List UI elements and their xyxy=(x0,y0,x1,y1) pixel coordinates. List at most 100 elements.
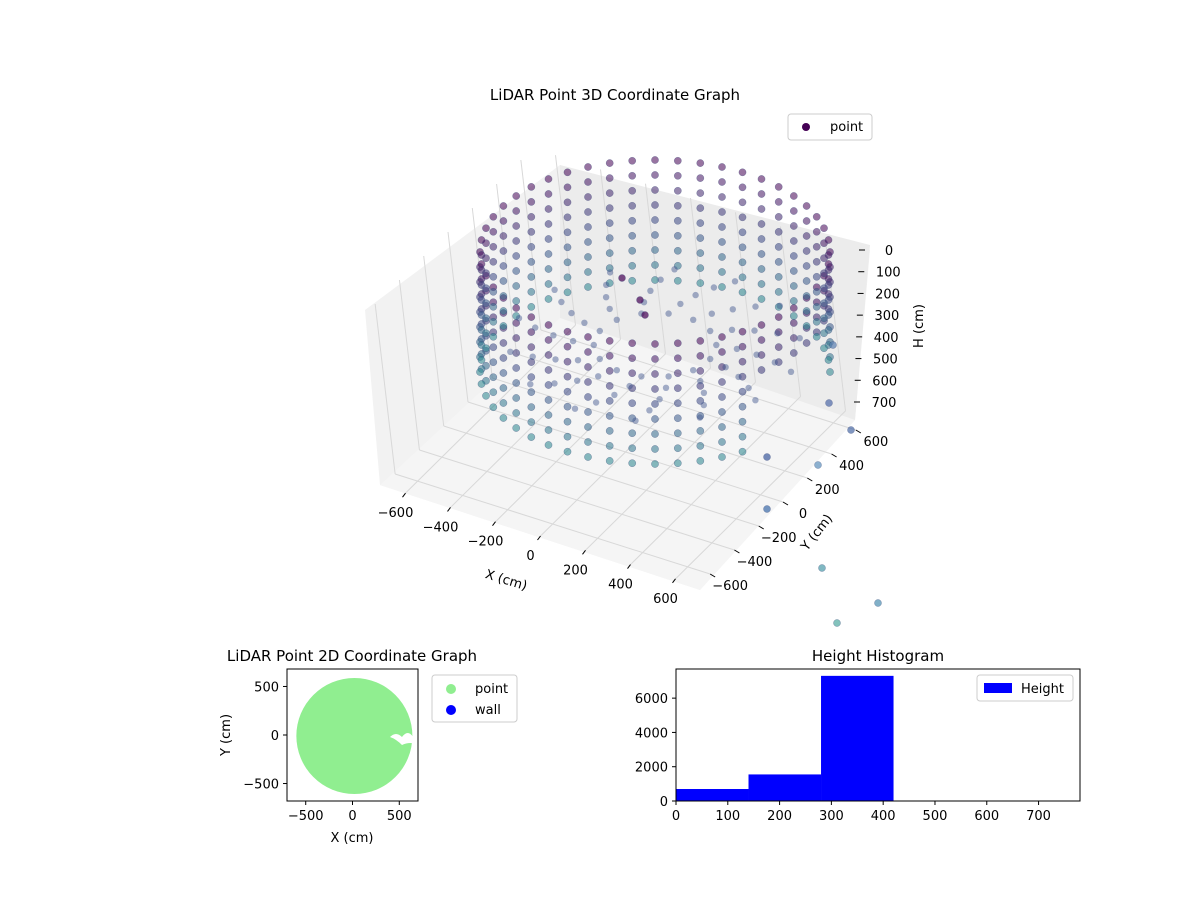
point-marker xyxy=(527,213,536,221)
point-marker xyxy=(738,288,747,297)
point-marker xyxy=(718,163,726,171)
z-axis-label-3d: H (cm) xyxy=(912,304,927,348)
x-tick-label: 0 xyxy=(526,549,534,564)
point-marker xyxy=(656,396,663,403)
point-marker xyxy=(628,354,637,363)
point-marker xyxy=(651,216,659,224)
x-tick-mark xyxy=(447,507,451,512)
point-marker xyxy=(657,276,664,283)
x-tick-label: 500 xyxy=(923,809,948,824)
point-marker xyxy=(757,321,766,329)
point-marker xyxy=(482,314,490,323)
point-marker xyxy=(527,403,536,411)
point-marker xyxy=(738,183,747,192)
point-marker xyxy=(673,339,682,348)
point-marker xyxy=(489,317,498,326)
grid-line xyxy=(374,303,396,475)
point-marker xyxy=(820,254,828,263)
point-marker xyxy=(527,303,536,311)
point-marker xyxy=(774,328,783,336)
point-marker xyxy=(628,414,637,423)
point-marker xyxy=(527,183,536,191)
point-marker xyxy=(738,417,747,426)
point-marker xyxy=(489,388,498,397)
point-marker xyxy=(802,339,811,347)
point-marker xyxy=(605,412,614,420)
z-tick-label: 700 xyxy=(872,396,897,411)
x-tick-mark xyxy=(672,578,676,584)
y-tick-label: 0 xyxy=(271,729,279,744)
point-marker xyxy=(499,414,508,422)
point-marker xyxy=(605,397,614,405)
point-marker xyxy=(544,381,553,389)
x-tick-mark xyxy=(402,492,406,498)
point-marker xyxy=(673,276,682,285)
point-marker xyxy=(697,377,704,385)
point-marker xyxy=(628,171,637,180)
point-marker xyxy=(512,252,521,260)
point-marker xyxy=(718,393,726,401)
point-marker xyxy=(651,261,659,269)
point-marker xyxy=(527,313,536,321)
point-marker xyxy=(628,429,637,438)
point-marker xyxy=(499,292,508,300)
point-marker xyxy=(718,438,726,446)
point-marker xyxy=(584,208,592,216)
point-marker xyxy=(605,219,614,227)
point-marker xyxy=(563,183,572,192)
point-marker xyxy=(512,379,521,387)
point-marker xyxy=(718,283,726,291)
point-marker xyxy=(673,201,682,210)
z-tick-label: 500 xyxy=(873,353,898,368)
point-marker xyxy=(757,336,766,344)
point-marker xyxy=(718,178,726,186)
point-marker xyxy=(499,354,508,362)
point-marker xyxy=(651,385,659,393)
point-marker xyxy=(738,432,747,441)
point-marker xyxy=(611,391,618,399)
legend-3d-marker xyxy=(802,123,810,131)
point-marker xyxy=(774,288,783,296)
point-marker xyxy=(812,332,821,341)
point-marker xyxy=(802,277,811,285)
point-marker xyxy=(489,287,498,296)
point-marker xyxy=(563,168,572,177)
point-marker xyxy=(636,296,644,304)
point-marker xyxy=(802,307,811,315)
point-marker xyxy=(757,175,766,183)
point-marker xyxy=(757,280,766,288)
point-marker xyxy=(738,213,747,222)
legend-2d: point wall xyxy=(431,674,518,723)
axes-frame-histogram xyxy=(675,668,1081,802)
point-marker xyxy=(818,564,826,572)
point-marker xyxy=(563,342,572,351)
point-marker xyxy=(489,227,498,236)
point-marker xyxy=(489,272,498,281)
point-marker xyxy=(596,355,603,363)
point-marker xyxy=(820,329,828,338)
legend-histogram-swatch xyxy=(984,683,1012,693)
point-marker xyxy=(489,358,498,367)
y-tick-mark xyxy=(831,453,837,458)
x-tick-label: 400 xyxy=(871,809,896,824)
point-marker xyxy=(482,254,490,263)
grid-line xyxy=(467,401,784,503)
point-marker xyxy=(696,174,705,182)
point-marker xyxy=(718,238,726,246)
point-marker xyxy=(563,387,572,396)
histogram-bar xyxy=(748,774,822,801)
point-marker xyxy=(673,354,682,363)
point-marker xyxy=(628,186,637,195)
point-marker xyxy=(738,198,747,207)
point-marker xyxy=(707,355,714,363)
y-tick-label: −200 xyxy=(761,531,797,546)
point-marker xyxy=(692,291,699,299)
point-marker xyxy=(825,399,833,407)
point-marker xyxy=(550,332,557,339)
y-tick-mark xyxy=(734,549,740,554)
point-marker xyxy=(696,337,705,345)
point-marker xyxy=(696,442,705,450)
y-tick-label: 400 xyxy=(839,459,864,474)
point-marker xyxy=(552,356,559,363)
